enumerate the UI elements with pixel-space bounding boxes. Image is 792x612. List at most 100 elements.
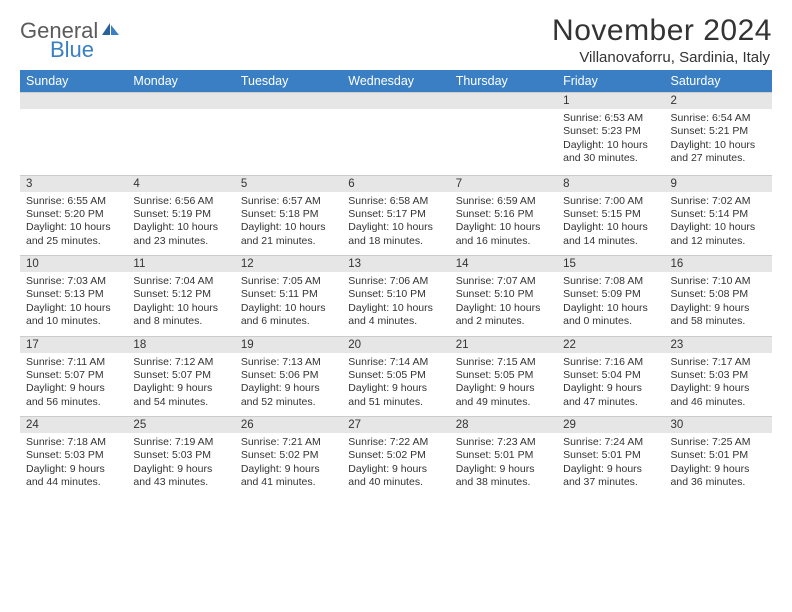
daylight-text: and 4 minutes. <box>348 315 443 328</box>
sunrise-text: Sunrise: 6:56 AM <box>133 195 228 208</box>
day-detail-cell: Sunrise: 6:55 AMSunset: 5:20 PMDaylight:… <box>20 192 127 256</box>
detail-row: Sunrise: 6:55 AMSunset: 5:20 PMDaylight:… <box>20 192 772 256</box>
sunset-text: Sunset: 5:23 PM <box>563 125 658 138</box>
sunrise-text: Sunrise: 7:08 AM <box>563 275 658 288</box>
day-detail-cell: Sunrise: 7:14 AMSunset: 5:05 PMDaylight:… <box>342 353 449 417</box>
day-number-cell: 18 <box>127 336 234 353</box>
daylight-text: and 54 minutes. <box>133 396 228 409</box>
daylight-text: Daylight: 10 hours <box>563 302 658 315</box>
sunrise-text: Sunrise: 7:02 AM <box>671 195 766 208</box>
sunset-text: Sunset: 5:02 PM <box>348 449 443 462</box>
day-detail-cell: Sunrise: 7:10 AMSunset: 5:08 PMDaylight:… <box>665 272 772 336</box>
day-detail-cell: Sunrise: 7:12 AMSunset: 5:07 PMDaylight:… <box>127 353 234 417</box>
day-detail-cell: Sunrise: 7:05 AMSunset: 5:11 PMDaylight:… <box>235 272 342 336</box>
detail-row: Sunrise: 7:11 AMSunset: 5:07 PMDaylight:… <box>20 353 772 417</box>
daylight-text: and 23 minutes. <box>133 235 228 248</box>
month-title: November 2024 <box>552 14 772 48</box>
day-number-cell: 12 <box>235 256 342 273</box>
daylight-text: and 58 minutes. <box>671 315 766 328</box>
daylight-text: Daylight: 9 hours <box>241 382 336 395</box>
day-detail-cell: Sunrise: 7:23 AMSunset: 5:01 PMDaylight:… <box>450 433 557 497</box>
day-detail-cell <box>235 109 342 175</box>
sunrise-text: Sunrise: 7:18 AM <box>26 436 121 449</box>
day-detail-cell: Sunrise: 7:17 AMSunset: 5:03 PMDaylight:… <box>665 353 772 417</box>
day-number-cell: 9 <box>665 175 772 192</box>
day-number-cell: 15 <box>557 256 664 273</box>
detail-row: Sunrise: 7:18 AMSunset: 5:03 PMDaylight:… <box>20 433 772 497</box>
sunset-text: Sunset: 5:10 PM <box>348 288 443 301</box>
day-number-cell: 28 <box>450 417 557 434</box>
sunset-text: Sunset: 5:17 PM <box>348 208 443 221</box>
sunset-text: Sunset: 5:01 PM <box>563 449 658 462</box>
sunrise-text: Sunrise: 6:59 AM <box>456 195 551 208</box>
sunset-text: Sunset: 5:05 PM <box>348 369 443 382</box>
day-number-cell: 5 <box>235 175 342 192</box>
sunset-text: Sunset: 5:18 PM <box>241 208 336 221</box>
daylight-text: Daylight: 9 hours <box>671 463 766 476</box>
daylight-text: Daylight: 10 hours <box>133 221 228 234</box>
sunrise-text: Sunrise: 7:03 AM <box>26 275 121 288</box>
sunset-text: Sunset: 5:03 PM <box>133 449 228 462</box>
logo: General Blue <box>20 14 120 61</box>
sunset-text: Sunset: 5:11 PM <box>241 288 336 301</box>
detail-row: Sunrise: 6:53 AMSunset: 5:23 PMDaylight:… <box>20 109 772 175</box>
sunset-text: Sunset: 5:06 PM <box>241 369 336 382</box>
daylight-text: Daylight: 9 hours <box>241 463 336 476</box>
day-detail-cell: Sunrise: 6:56 AMSunset: 5:19 PMDaylight:… <box>127 192 234 256</box>
daylight-text: Daylight: 9 hours <box>671 302 766 315</box>
daylight-text: Daylight: 10 hours <box>26 302 121 315</box>
day-number-cell <box>235 93 342 110</box>
day-number-cell: 10 <box>20 256 127 273</box>
day-number-cell: 21 <box>450 336 557 353</box>
day-number-cell: 19 <box>235 336 342 353</box>
daylight-text: and 56 minutes. <box>26 396 121 409</box>
daylight-text: Daylight: 10 hours <box>563 139 658 152</box>
daylight-text: and 12 minutes. <box>671 235 766 248</box>
day-number-cell: 29 <box>557 417 664 434</box>
daylight-text: and 41 minutes. <box>241 476 336 489</box>
day-number-cell: 13 <box>342 256 449 273</box>
day-detail-cell: Sunrise: 6:53 AMSunset: 5:23 PMDaylight:… <box>557 109 664 175</box>
sunrise-text: Sunrise: 7:16 AM <box>563 356 658 369</box>
day-number-cell: 16 <box>665 256 772 273</box>
sunset-text: Sunset: 5:05 PM <box>456 369 551 382</box>
daylight-text: and 21 minutes. <box>241 235 336 248</box>
day-number-cell <box>342 93 449 110</box>
sunrise-text: Sunrise: 7:21 AM <box>241 436 336 449</box>
daylight-text: and 16 minutes. <box>456 235 551 248</box>
day-number-cell: 6 <box>342 175 449 192</box>
daylight-text: Daylight: 9 hours <box>348 382 443 395</box>
day-detail-cell: Sunrise: 7:03 AMSunset: 5:13 PMDaylight:… <box>20 272 127 336</box>
sunset-text: Sunset: 5:12 PM <box>133 288 228 301</box>
daylight-text: Daylight: 9 hours <box>26 463 121 476</box>
sunrise-text: Sunrise: 7:13 AM <box>241 356 336 369</box>
day-detail-cell: Sunrise: 7:25 AMSunset: 5:01 PMDaylight:… <box>665 433 772 497</box>
daylight-text: Daylight: 9 hours <box>133 463 228 476</box>
day-number-cell: 22 <box>557 336 664 353</box>
day-detail-cell: Sunrise: 7:15 AMSunset: 5:05 PMDaylight:… <box>450 353 557 417</box>
day-detail-cell: Sunrise: 6:58 AMSunset: 5:17 PMDaylight:… <box>342 192 449 256</box>
day-detail-cell: Sunrise: 7:13 AMSunset: 5:06 PMDaylight:… <box>235 353 342 417</box>
sunset-text: Sunset: 5:08 PM <box>671 288 766 301</box>
day-number-cell <box>127 93 234 110</box>
sunrise-text: Sunrise: 6:57 AM <box>241 195 336 208</box>
calendar-table: Sunday Monday Tuesday Wednesday Thursday… <box>20 70 772 497</box>
day-detail-cell: Sunrise: 7:08 AMSunset: 5:09 PMDaylight:… <box>557 272 664 336</box>
daylight-text: and 2 minutes. <box>456 315 551 328</box>
day-detail-cell: Sunrise: 7:21 AMSunset: 5:02 PMDaylight:… <box>235 433 342 497</box>
day-number-cell: 25 <box>127 417 234 434</box>
sunset-text: Sunset: 5:16 PM <box>456 208 551 221</box>
sunrise-text: Sunrise: 7:06 AM <box>348 275 443 288</box>
daylight-text: and 49 minutes. <box>456 396 551 409</box>
daylight-text: Daylight: 9 hours <box>133 382 228 395</box>
daylight-text: and 36 minutes. <box>671 476 766 489</box>
day-number-cell: 2 <box>665 93 772 110</box>
day-number-cell: 27 <box>342 417 449 434</box>
day-number-cell: 8 <box>557 175 664 192</box>
sunrise-text: Sunrise: 7:11 AM <box>26 356 121 369</box>
day-header: Monday <box>127 70 234 93</box>
day-header: Wednesday <box>342 70 449 93</box>
day-detail-cell: Sunrise: 7:16 AMSunset: 5:04 PMDaylight:… <box>557 353 664 417</box>
daylight-text: and 18 minutes. <box>348 235 443 248</box>
day-detail-cell: Sunrise: 7:24 AMSunset: 5:01 PMDaylight:… <box>557 433 664 497</box>
